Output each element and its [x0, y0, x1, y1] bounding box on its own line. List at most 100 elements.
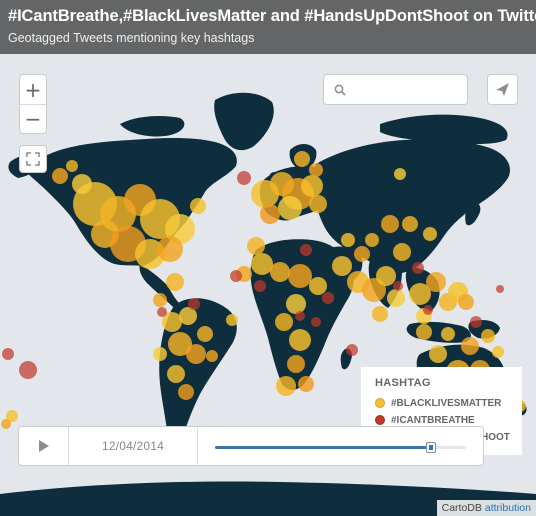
tweet-dot-icantbreathe [157, 307, 167, 317]
tweet-dot-blacklivesmatter [287, 355, 305, 373]
slider-track[interactable] [215, 442, 466, 453]
legend-item-blacklivesmatter: #BLACKLIVESMATTER [375, 397, 522, 409]
map-header: #ICantBreathe,#BlackLivesMatter and #Han… [0, 0, 536, 54]
tweet-dot-blacklivesmatter [197, 326, 213, 342]
tweet-dot-blacklivesmatter [381, 215, 399, 233]
tweet-dot-blacklivesmatter [270, 262, 290, 282]
tweet-dot-blacklivesmatter [309, 277, 327, 295]
play-button[interactable] [19, 427, 69, 465]
legend-label: #BLACKLIVESMATTER [391, 397, 502, 409]
tweet-dot-blacklivesmatter [251, 253, 273, 275]
tweet-dot-icantbreathe [346, 344, 358, 356]
tweet-dot-blacklivesmatter [341, 233, 355, 247]
tweet-dot-blacklivesmatter [301, 175, 323, 197]
tweet-dot-blacklivesmatter [52, 168, 68, 184]
tweet-dot-icantbreathe [300, 244, 312, 256]
tweet-dot-blacklivesmatter [6, 410, 18, 422]
tweet-dot-blacklivesmatter [226, 314, 238, 326]
legend-swatch [375, 415, 385, 425]
tweet-dot-blacklivesmatter [186, 344, 206, 364]
tweet-dot-blacklivesmatter [426, 272, 446, 292]
legend-swatch [375, 398, 385, 408]
attribution-link[interactable]: attribution [484, 502, 531, 514]
tweet-dot-blacklivesmatter [309, 195, 327, 213]
tweet-dot-blacklivesmatter [481, 329, 495, 343]
tweet-dot-blacklivesmatter [157, 236, 183, 262]
tweet-dot-blacklivesmatter [167, 365, 185, 383]
tweet-dot-blacklivesmatter [1, 419, 11, 429]
tweet-dot-blacklivesmatter [402, 216, 418, 232]
tweet-dot-blacklivesmatter [166, 273, 184, 291]
tweet-dot-blacklivesmatter [178, 384, 194, 400]
tweet-dot-icantbreathe [423, 305, 433, 315]
map-subtitle: Geotagged Tweets mentioning key hashtags [8, 31, 255, 45]
tweet-dot-icantbreathe [393, 281, 403, 291]
fullscreen-button[interactable] [19, 145, 47, 173]
slider-fill [215, 446, 431, 449]
tweet-dot-blacklivesmatter [66, 160, 78, 172]
map-canvas [0, 92, 536, 516]
fullscreen-icon [26, 152, 40, 166]
tweet-dot-blacklivesmatter [393, 243, 411, 261]
tweet-dot-blacklivesmatter [365, 233, 379, 247]
landmass-japan [465, 202, 481, 226]
tweet-dot-blacklivesmatter [72, 174, 92, 194]
tweet-dot-icantbreathe [254, 280, 266, 292]
landmass-greenland [214, 92, 274, 151]
landmass-siberia [380, 114, 508, 144]
tweet-dot-blacklivesmatter [276, 376, 296, 396]
tweet-dot-blacklivesmatter [376, 266, 396, 286]
landmass-asia [314, 139, 510, 274]
tweet-dot-blacklivesmatter [260, 204, 280, 224]
tweet-dot-blacklivesmatter [206, 350, 218, 362]
search-box[interactable] [323, 74, 468, 105]
tweet-dot-blacklivesmatter [309, 163, 323, 177]
tweet-dot-blacklivesmatter [441, 327, 455, 341]
legend-title: HASHTAG [375, 377, 431, 389]
tweet-dot-blacklivesmatter [394, 168, 406, 180]
search-input[interactable] [352, 79, 462, 100]
timeline-control: 12/04/2014 [18, 426, 484, 466]
map-title: #ICantBreathe,#BlackLivesMatter and #Han… [8, 7, 536, 25]
landmass-canadian-arctic [120, 116, 185, 137]
attribution-provider: CartoDB [441, 502, 482, 514]
tweet-dot-blacklivesmatter [179, 307, 197, 325]
tweet-dot-blacklivesmatter [289, 329, 311, 351]
tweet-dot-blacklivesmatter [416, 324, 432, 340]
legend-item-icantbreathe: #ICANTBREATHE [375, 414, 522, 426]
map-attribution: CartoDB attribution [436, 500, 536, 516]
tweet-dot-icantbreathe [19, 361, 37, 379]
zoom-control: + − [19, 74, 47, 134]
share-button[interactable] [487, 74, 518, 105]
tweet-dot-blacklivesmatter [153, 347, 167, 361]
tweet-dot-icantbreathe [322, 292, 334, 304]
tweet-dot-blacklivesmatter [332, 256, 352, 276]
landmass-central-america [139, 264, 180, 308]
zoom-out-button[interactable]: − [20, 104, 46, 133]
tweet-dot-icantbreathe [496, 285, 504, 293]
landmass-antarctica [0, 481, 536, 516]
tweet-dot-blacklivesmatter [423, 227, 437, 241]
play-icon [38, 440, 49, 452]
tweet-dot-blacklivesmatter [247, 237, 265, 255]
tweet-dot-blacklivesmatter [409, 283, 431, 305]
tweet-dot-blacklivesmatter [162, 312, 182, 332]
tweet-dot-icantbreathe [311, 317, 321, 327]
legend-label: #ICANTBREATHE [391, 414, 475, 426]
tweet-dot-icantbreathe [230, 270, 242, 282]
zoom-in-button[interactable]: + [24, 77, 42, 102]
tweet-dot-icantbreathe [470, 316, 482, 328]
tweet-dot-blacklivesmatter [429, 345, 447, 363]
tweet-dot-blacklivesmatter [190, 198, 206, 214]
tweet-dot-icantbreathe [295, 311, 305, 321]
tweet-dot-blacklivesmatter [461, 337, 479, 355]
timeline-slider[interactable] [198, 427, 483, 465]
tweet-dot-blacklivesmatter [275, 313, 293, 331]
tweet-dot-blacklivesmatter [387, 289, 405, 307]
tweet-dot-icantbreathe [237, 171, 251, 185]
tweet-dot-icantbreathe [188, 298, 200, 310]
slider-handle[interactable] [425, 442, 436, 453]
tweet-dot-blacklivesmatter [492, 346, 504, 358]
tweet-dot-blacklivesmatter [288, 264, 312, 288]
tweet-dot-blacklivesmatter [372, 306, 388, 322]
